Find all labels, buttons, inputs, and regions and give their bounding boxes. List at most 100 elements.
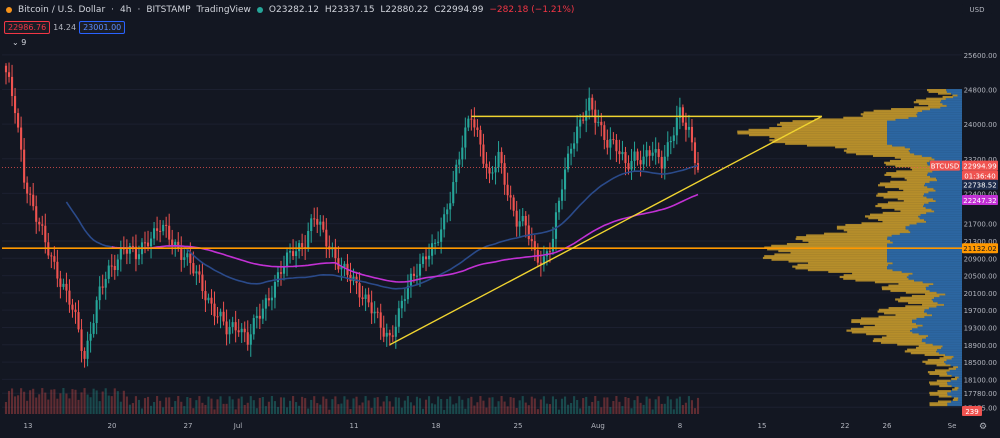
volume-profile-bar [944,303,962,306]
volume-profile-bar [958,397,962,400]
volume-profile-bar [887,201,929,204]
volume-bar [379,406,382,414]
volume-profile-bar [852,272,913,275]
volume-profile-bar [922,338,962,341]
volume-profile-bar [929,381,948,384]
volume-profile-bar [904,350,937,353]
volume-profile-bar [895,118,962,121]
volume-profile-bar [926,97,946,100]
volume-profile-bar [772,140,887,144]
volume-profile-bar [888,307,929,310]
volume-bar [506,406,509,414]
volume-profile-bar [887,249,962,253]
ma-magenta-line [111,193,699,283]
candle-body [50,255,53,257]
volume-bar [367,400,370,414]
volume-profile-bar [887,248,962,251]
volume-bar [539,399,542,414]
support-label: 21132.02 [963,245,996,253]
candle-body [437,241,440,243]
candle-body [621,151,624,155]
volume-profile-bar [947,383,962,386]
volume-bar [7,390,11,414]
volume-profile-bar [925,286,962,289]
candle-body [403,299,406,301]
candle-body [231,322,234,327]
candle-body [101,286,104,288]
volume-bar [252,400,255,414]
candle-body [92,323,95,334]
volume-profile-bar [882,220,927,223]
volume-profile-bar [863,111,918,114]
volume-bar [159,400,162,414]
candle-body [171,239,174,246]
candle-body [485,163,488,169]
volume-bar [660,403,663,414]
volume-profile-bar [887,120,962,123]
volume-profile-bar [887,263,962,266]
volume-profile-bar [924,310,962,313]
candle-body [678,107,681,118]
volume-bar [189,397,192,414]
volume-bar [65,393,68,414]
volume-profile-bar [914,153,962,156]
volume-profile-bar [877,203,925,206]
volume-bar [527,405,530,414]
volume-profile-bar [957,398,962,401]
volume-profile-bar [941,346,962,350]
volume-profile-bar [836,227,906,230]
volume-profile-bar [887,251,962,254]
symbol-name[interactable]: Bitcoin / U.S. Dollar [18,5,106,15]
volume-profile-bar [929,180,962,183]
interval-label[interactable]: 4h [120,5,132,15]
candle-body [74,309,77,313]
volume-bar [494,406,497,414]
volume-bar [328,409,331,414]
candle-body [252,318,255,335]
volume-bar [44,392,47,414]
volume-profile-bar [942,95,954,99]
volume-bar [355,396,358,414]
volume-profile-bar [937,92,952,95]
x-tick-label: 20 [108,422,117,430]
volume-bar [687,396,690,414]
volume-profile-bar [866,333,919,336]
candle-body [162,224,165,232]
volume-profile-bar [914,106,941,109]
candle-body [71,304,74,310]
source-label: TradingView [196,5,251,15]
candle-body [503,163,506,185]
volume-bar [418,398,422,414]
buy-price-button[interactable]: 23001.00 [79,21,126,34]
volume-bar [446,398,449,414]
volume-bar [675,398,678,414]
volume-profile-bar [891,234,962,237]
countdown-label: 01:36:40 [964,173,995,181]
volume-profile-bar [926,211,962,215]
volume-bar [95,390,98,414]
candle-body [434,242,437,244]
volume-bar [624,396,627,414]
candle-body [449,203,452,210]
volume-profile-bar [937,348,962,351]
volume-bar [657,396,660,414]
volume-profile-bar [928,191,962,194]
volume-bar [560,398,564,414]
volume-bar [231,399,234,414]
volume-bar [690,400,694,414]
candle-body [258,315,261,319]
sell-price-button[interactable]: 22986.76 [4,21,51,34]
settings-gear-icon[interactable]: ⚙ [979,422,987,432]
volume-profile-bar [860,113,917,116]
volume-profile-bar [843,116,909,119]
indicators-toggle[interactable]: ⌄ 9 [12,38,26,47]
candle-body [467,118,470,128]
candle-body [585,110,588,121]
candle-body [455,164,458,183]
volume-profile-bar [952,388,958,391]
volume-profile-bar [887,236,962,239]
candle-body [165,224,168,226]
high-value: H23337.15 [324,5,375,15]
